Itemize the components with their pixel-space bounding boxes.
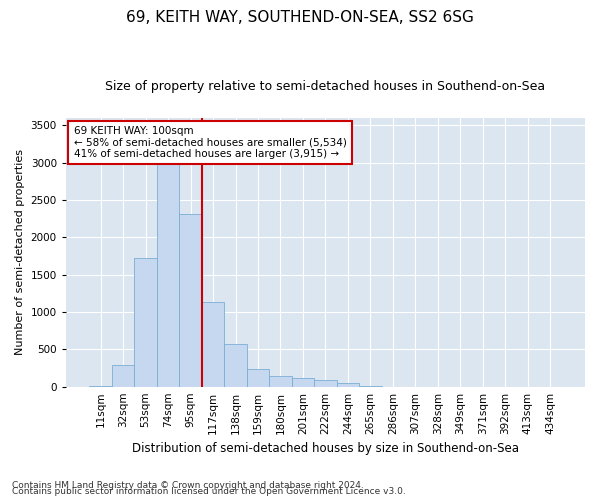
Bar	[247, 369, 269, 386]
Text: 69 KEITH WAY: 100sqm
← 58% of semi-detached houses are smaller (5,534)
41% of se: 69 KEITH WAY: 100sqm ← 58% of semi-detac…	[74, 126, 346, 159]
Bar	[134, 258, 157, 386]
Bar	[269, 376, 292, 386]
Bar	[292, 378, 314, 386]
Bar	[202, 302, 224, 386]
Text: 69, KEITH WAY, SOUTHEND-ON-SEA, SS2 6SG: 69, KEITH WAY, SOUTHEND-ON-SEA, SS2 6SG	[126, 10, 474, 25]
Bar	[337, 383, 359, 386]
X-axis label: Distribution of semi-detached houses by size in Southend-on-Sea: Distribution of semi-detached houses by …	[132, 442, 519, 455]
Bar	[224, 344, 247, 387]
Y-axis label: Number of semi-detached properties: Number of semi-detached properties	[15, 149, 25, 355]
Bar	[157, 161, 179, 386]
Bar	[112, 365, 134, 386]
Text: Contains HM Land Registry data © Crown copyright and database right 2024.: Contains HM Land Registry data © Crown c…	[12, 481, 364, 490]
Bar	[179, 214, 202, 386]
Text: Contains public sector information licensed under the Open Government Licence v3: Contains public sector information licen…	[12, 487, 406, 496]
Title: Size of property relative to semi-detached houses in Southend-on-Sea: Size of property relative to semi-detach…	[106, 80, 545, 93]
Bar	[314, 380, 337, 386]
